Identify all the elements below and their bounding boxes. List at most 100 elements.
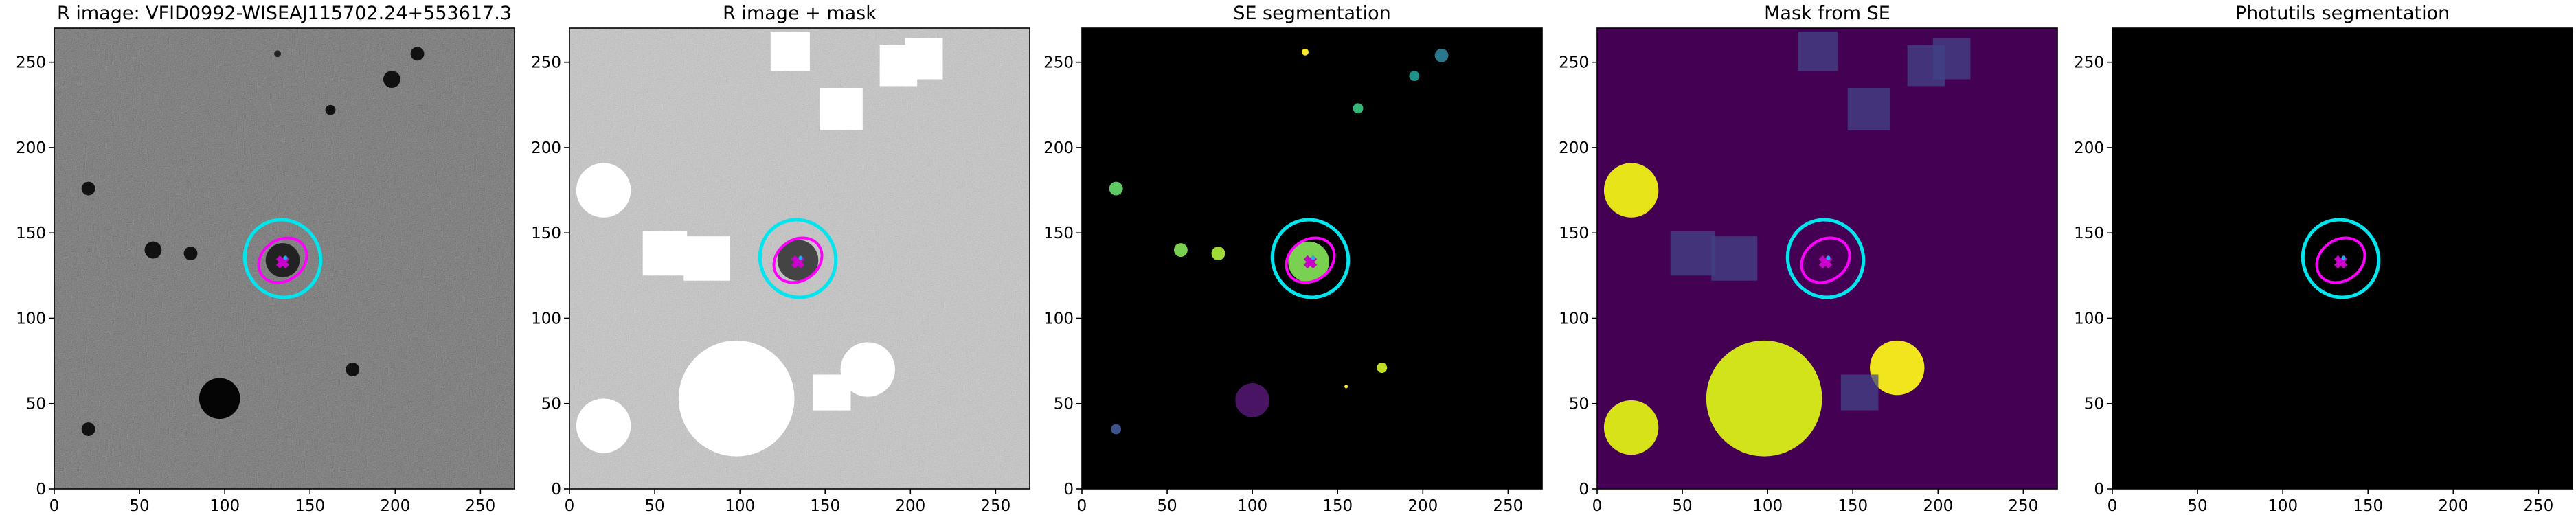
x-tick-label: 250 (1493, 497, 1523, 515)
image (1597, 28, 2057, 489)
source (1211, 247, 1225, 260)
source (346, 363, 360, 376)
x-tick-label: 50 (1672, 497, 1692, 515)
center-dot (2341, 255, 2346, 260)
y-tick-label: 50 (26, 396, 46, 413)
x-tick-label: 50 (2187, 497, 2207, 515)
y-tick-label: 200 (1043, 139, 1074, 157)
inner-ellipse (257, 236, 308, 284)
source (1603, 163, 1659, 218)
center-dot (1826, 255, 1831, 260)
x-tick-label: 150 (1322, 497, 1353, 515)
x-tick-label: 150 (295, 497, 325, 515)
y-tick-label: 0 (2094, 481, 2104, 499)
inner-ellipse (1285, 236, 1336, 284)
y-tick-label: 150 (1559, 225, 1589, 242)
panel: 0 50 100 150 200 250 0 50 100 150 200 250 R image + … (531, 3, 1030, 515)
y-tick-label: 250 (531, 54, 561, 72)
y-tick-label: 150 (16, 225, 46, 242)
y-tick-label: 250 (2074, 54, 2104, 72)
source (576, 398, 631, 453)
source (1111, 424, 1122, 435)
y-tick-label: 200 (2074, 139, 2104, 157)
image (54, 28, 515, 489)
x-tick-label: 250 (2523, 497, 2553, 515)
axes-frame (54, 27, 515, 490)
x-tick-label: 0 (1592, 497, 1603, 515)
x-tick-label: 0 (2108, 497, 2118, 515)
source (1302, 48, 1309, 56)
axes-frame (1596, 27, 2058, 490)
panel-title: Photutils segmentation (2235, 3, 2450, 24)
x-tick-label: 150 (2353, 497, 2383, 515)
image (1082, 28, 1542, 489)
source (1235, 382, 1269, 417)
mask-region (813, 374, 851, 411)
panel-title: R image + mask (723, 3, 877, 24)
panel: 0 50 100 150 200 250 0 50 100 150 200 250 SE segment… (1043, 3, 1543, 515)
outer-ellipse (1785, 218, 1866, 299)
x-tick-label: 250 (2008, 497, 2038, 515)
panel: 0 50 100 150 200 250 0 50 100 150 200 250 Mask from … (1559, 3, 2058, 515)
x-tick-label: 100 (1752, 497, 1783, 515)
axes-frame (569, 27, 1030, 490)
y-tick-label: 50 (541, 396, 561, 413)
source (81, 181, 95, 196)
mask-region (1711, 236, 1758, 281)
panel: 0 50 100 150 200 250 0 50 100 150 200 250 R image: V… (16, 3, 515, 515)
x-tick-label: 50 (129, 497, 149, 515)
y-tick-label: 250 (1559, 54, 1589, 72)
inner-ellipse (772, 236, 824, 284)
panel: 0 50 100 150 200 250 0 50 100 150 200 250 Photutils … (2074, 3, 2573, 515)
source (81, 422, 95, 436)
source (1603, 400, 1659, 455)
inner-ellipse (1800, 236, 1851, 284)
mask-region (905, 38, 943, 80)
outer-ellipse (758, 218, 838, 299)
x-tick-label: 100 (2268, 497, 2298, 515)
y-tick-label: 100 (16, 310, 46, 328)
source (1109, 181, 1123, 196)
source (1434, 48, 1449, 62)
source (183, 247, 198, 260)
x-tick-label: 150 (810, 497, 840, 515)
y-tick-label: 100 (2074, 310, 2104, 328)
mask-region (770, 31, 810, 71)
axes-frame (1081, 27, 1543, 490)
x-tick-label: 200 (895, 497, 925, 515)
x-tick-label: 100 (210, 497, 240, 515)
source (1409, 71, 1420, 82)
x-tick-label: 250 (465, 497, 495, 515)
mask-region (1932, 38, 1971, 80)
source (1870, 340, 1925, 396)
x-tick-label: 0 (49, 497, 60, 515)
source (144, 241, 162, 259)
y-tick-label: 200 (1559, 139, 1589, 157)
source (840, 342, 895, 397)
source (325, 104, 336, 115)
x-tick-label: 200 (2438, 497, 2468, 515)
y-tick-label: 150 (2074, 225, 2104, 242)
panel-title: SE segmentation (1233, 3, 1390, 24)
mask-region (642, 231, 688, 276)
x-tick-label: 150 (1838, 497, 1868, 515)
x-tick-label: 0 (565, 497, 575, 515)
source (1344, 385, 1348, 389)
y-tick-label: 0 (551, 481, 561, 499)
y-tick-label: 50 (1054, 396, 1074, 413)
y-tick-label: 0 (1063, 481, 1074, 499)
y-tick-label: 250 (16, 54, 46, 72)
mask-region (1798, 31, 1838, 71)
mask-region (1670, 231, 1715, 276)
panel-title: R image: VFID0992-WISEAJ115702.24+553617… (57, 3, 512, 24)
y-tick-label: 0 (36, 481, 46, 499)
x-tick-label: 200 (1923, 497, 1953, 515)
image (569, 28, 1030, 489)
source (1174, 243, 1188, 257)
source (576, 163, 631, 218)
y-tick-label: 200 (531, 139, 561, 157)
y-tick-label: 100 (531, 310, 561, 328)
mask-region (1847, 87, 1890, 131)
center-dot (798, 255, 803, 260)
mask-region (1840, 374, 1879, 411)
